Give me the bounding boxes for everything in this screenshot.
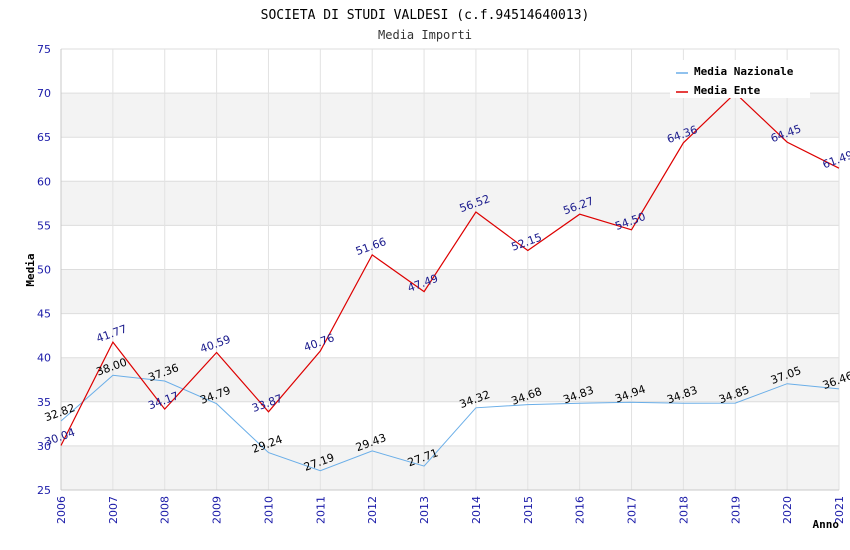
plot-band <box>61 269 839 314</box>
x-tick-label: 2006 <box>55 496 68 524</box>
x-tick-label: 2021 <box>833 496 846 524</box>
series-lines <box>60 92 840 472</box>
legend-box <box>670 60 810 98</box>
x-tick-label: 2014 <box>470 496 483 524</box>
y-tick-label: 45 <box>37 308 51 321</box>
y-tick-label: 50 <box>37 264 51 277</box>
x-tick-label: 2017 <box>626 496 639 524</box>
x-tick-label: 2013 <box>418 496 431 524</box>
legend: Media Nazionale Media Ente <box>670 60 810 98</box>
x-axis-ticks: 2006 2007 2008 2009 2010 2011 2012 2013 2014 2015… <box>55 496 846 524</box>
x-tick-label: 2007 <box>107 496 120 524</box>
y-tick-label: 65 <box>37 131 51 144</box>
plot-band <box>61 401 839 446</box>
x-tick-label: 2019 <box>729 496 742 524</box>
y-tick-label: 35 <box>37 396 51 409</box>
chart-title: SOCIETA DI STUDI VALDESI (c.f.9451464001… <box>261 8 590 23</box>
plot-band <box>61 181 839 226</box>
chart-subtitle: Media Importi <box>378 28 472 42</box>
series-line-media-ente <box>60 92 840 446</box>
x-tick-label: 2009 <box>211 496 224 524</box>
plot-band <box>61 357 839 402</box>
series-line-media-nazionale <box>60 374 840 472</box>
y-tick-label: 40 <box>37 352 51 365</box>
x-tick-label: 2015 <box>522 496 535 524</box>
y-axis-ticks: 25 30 35 40 45 50 55 60 65 70 75 <box>37 43 51 497</box>
x-tick-label: 2008 <box>159 496 172 524</box>
legend-label-media-ente: Media Ente <box>694 84 761 97</box>
x-tick-label: 2010 <box>262 496 275 524</box>
x-tick-label: 2016 <box>574 496 587 524</box>
plot-band <box>61 225 839 270</box>
y-tick-label: 55 <box>37 219 51 232</box>
plot-background <box>61 49 839 490</box>
legend-label-media-nazionale: Media Nazionale <box>694 65 794 78</box>
x-tick-label: 2011 <box>314 496 327 524</box>
x-tick-label: 2012 <box>366 496 379 524</box>
y-tick-label: 75 <box>37 43 51 56</box>
x-tick-label: 2020 <box>781 496 794 524</box>
plot-band <box>61 137 839 182</box>
x-axis-label: Anno <box>813 518 840 531</box>
x-tick-label: 2018 <box>677 496 690 524</box>
y-tick-label: 30 <box>37 440 51 453</box>
y-tick-label: 25 <box>37 484 51 497</box>
y-axis-label: Media <box>24 253 37 286</box>
plot-band <box>61 445 839 490</box>
y-tick-label: 60 <box>37 175 51 188</box>
plot-band <box>61 93 839 138</box>
grid-lines <box>60 48 840 491</box>
plot-band <box>61 313 839 358</box>
y-tick-label: 70 <box>37 87 51 100</box>
